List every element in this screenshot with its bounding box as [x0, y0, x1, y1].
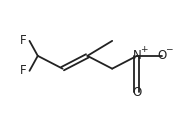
Text: O: O: [132, 86, 142, 99]
Text: F: F: [20, 64, 27, 77]
Text: O: O: [157, 49, 166, 62]
Text: +: +: [140, 45, 148, 54]
Text: −: −: [165, 44, 172, 53]
Text: N: N: [133, 49, 141, 62]
Text: F: F: [20, 34, 27, 47]
